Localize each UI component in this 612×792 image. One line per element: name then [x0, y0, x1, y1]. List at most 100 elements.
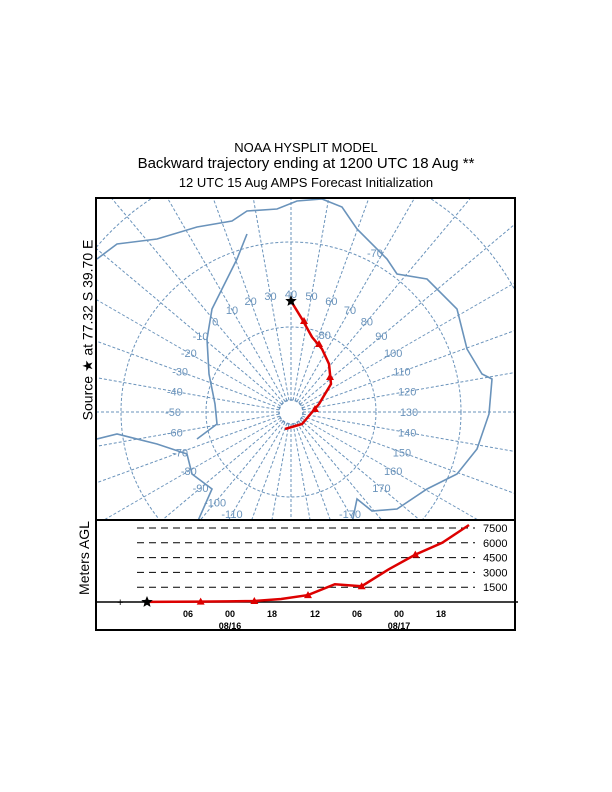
meridian-line	[271, 423, 290, 519]
time-tick-label: 12	[310, 609, 320, 619]
meridian-line	[97, 377, 280, 411]
longitude-label: 160	[384, 466, 402, 478]
meridian-line	[104, 417, 281, 519]
time-tick-label: 00	[225, 609, 235, 619]
meridian-line	[212, 199, 288, 401]
meridian-line	[294, 199, 370, 401]
longitude-label: 110	[393, 367, 411, 379]
meridian-line	[162, 419, 283, 519]
latitude-label: -80	[315, 330, 331, 342]
meridian-line	[167, 199, 286, 402]
trajectory-marker	[300, 317, 308, 324]
meridian-line	[292, 199, 330, 401]
meridian-line	[111, 199, 284, 404]
time-tick-label: 18	[436, 609, 446, 619]
meridian-line	[97, 299, 281, 407]
meridian-line	[302, 372, 514, 411]
altitude-level-label: 4500	[483, 553, 507, 565]
longitude-label: 170	[372, 483, 390, 495]
map-source-label: Source ★ at 77.32 S 39.70 E	[79, 239, 96, 421]
meridian-line	[97, 248, 283, 405]
altitude-marker	[304, 591, 312, 599]
meridian-line	[97, 413, 280, 447]
longitude-label: -30	[172, 367, 188, 379]
longitude-label: -110	[221, 509, 242, 521]
trajectory-marker	[311, 405, 319, 412]
time-tick-label: 06	[183, 609, 193, 619]
meridian-line	[301, 282, 514, 407]
longitude-label: -60	[167, 427, 183, 439]
meridian-line	[302, 330, 514, 409]
longitude-label: 130	[400, 407, 418, 419]
left-marker: +	[117, 597, 123, 609]
meridian-line	[296, 199, 415, 402]
coastline	[97, 199, 493, 519]
meridian-line	[228, 422, 286, 519]
title-trajectory: Backward trajectory ending at 1200 UTC 1…	[137, 155, 475, 172]
longitude-label: 0	[212, 317, 218, 329]
meridian-line	[97, 340, 280, 409]
meridian-line	[302, 413, 514, 452]
longitude-label: -20	[181, 348, 197, 360]
date-label: 08/16	[219, 621, 242, 631]
latitude-circle	[278, 399, 304, 425]
time-tick-label: 18	[267, 609, 277, 619]
meridian-line	[298, 199, 471, 404]
date-label: 08/17	[388, 621, 411, 631]
longitude-label: -90	[193, 483, 209, 495]
longitude-label: -100	[204, 497, 226, 509]
altitude-panel: 7500 6000 4500 3000 1500 06 00 18 12 06 00 18 08/16 0…	[95, 521, 518, 631]
meridian-line	[298, 420, 382, 519]
source-star-icon	[285, 295, 297, 306]
trajectory-marker	[315, 340, 323, 347]
title-model: NOAA HYSPLIT MODEL	[234, 140, 378, 155]
altitude-axis-label: Meters AGL	[76, 521, 92, 595]
longitude-label: 90	[375, 331, 387, 343]
longitude-label: -10	[193, 331, 209, 343]
longitude-label: -40	[167, 387, 183, 399]
longitude-label: 50	[305, 291, 317, 303]
longitude-label: 30	[264, 291, 276, 303]
meridian-line	[299, 224, 514, 405]
altitude-series-line	[146, 523, 470, 604]
altitude-marker	[357, 582, 366, 590]
trajectory-path	[284, 300, 333, 431]
map-canvas: 403020100-10-20-30-40-50-60-70-80-90-100…	[97, 199, 514, 521]
longitude-label: -170	[339, 509, 361, 521]
longitude-label: 150	[393, 447, 411, 459]
meridian-line	[294, 423, 331, 519]
meridian-line	[97, 415, 280, 484]
meridian-line	[292, 423, 311, 519]
meridian-line	[252, 199, 290, 401]
longitude-label: 140	[398, 427, 416, 439]
meridian-line	[302, 415, 514, 494]
trajectory-map: 403020100-10-20-30-40-50-60-70-80-90-100…	[95, 197, 516, 521]
longitude-label: 60	[325, 296, 337, 308]
meridian-line	[296, 422, 354, 519]
longitude-label: 120	[398, 387, 416, 399]
longitude-label: -50	[165, 407, 181, 419]
longitude-label: 100	[384, 348, 402, 360]
altitude-marker	[196, 597, 205, 605]
altitude-source-star-icon	[141, 596, 153, 607]
altitude-level-label: 1500	[483, 582, 507, 594]
meridian-line	[251, 423, 288, 519]
altitude-level-label: 3000	[483, 567, 507, 579]
altitude-canvas: 7500 6000 4500 3000 1500 06 00 18 12 06 00 18 08/16 0…	[97, 523, 518, 631]
time-tick-label: 00	[394, 609, 404, 619]
altitude-level-label: 7500	[483, 523, 507, 535]
longitude-label: 10	[226, 305, 238, 317]
longitude-label: 80	[361, 317, 373, 329]
trajectory-marker	[326, 373, 334, 380]
longitude-label: 20	[245, 296, 257, 308]
latitude-label: -70	[367, 248, 383, 260]
altitude-level-label: 6000	[483, 538, 507, 550]
altitude-marker	[411, 550, 420, 558]
meridian-line	[301, 417, 478, 519]
latitude-circle	[97, 199, 514, 290]
title-initialization: 12 UTC 15 Aug AMPS Forecast Initializati…	[178, 175, 434, 190]
longitude-label: 70	[344, 305, 356, 317]
time-tick-label: 06	[352, 609, 362, 619]
altitude-marker	[250, 597, 259, 605]
meridian-line	[299, 419, 420, 519]
